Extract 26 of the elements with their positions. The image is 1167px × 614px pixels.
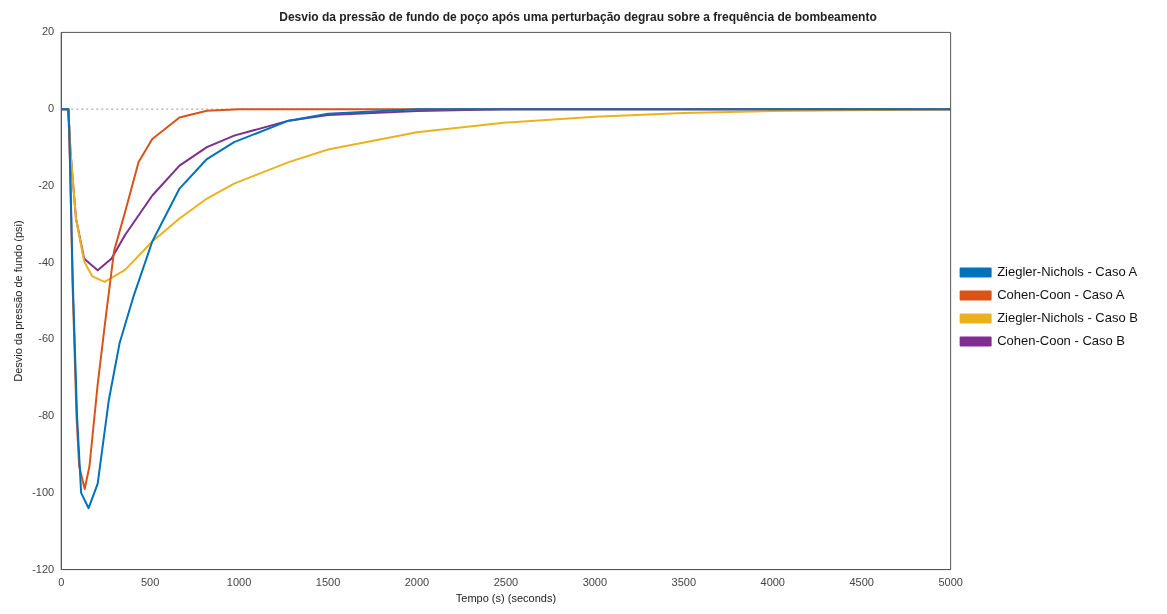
y-tick-label: -40 — [38, 255, 55, 268]
y-tick-label: 0 — [48, 102, 55, 115]
x-tick-label: 500 — [140, 576, 160, 589]
y-tick-label: 20 — [41, 25, 55, 38]
y-tick-label: -80 — [38, 409, 55, 422]
y-tick-label: -20 — [38, 178, 55, 191]
x-tick-label: 1500 — [315, 576, 341, 589]
x-tick-label: 3000 — [582, 576, 608, 589]
legend-label: Ziegler-Nichols - Caso A — [997, 264, 1138, 280]
x-tick-label: 4000 — [760, 576, 785, 589]
y-tick-label: -100 — [32, 485, 55, 498]
y-tick-label: -120 — [32, 562, 55, 575]
y-tick-label: -60 — [38, 332, 55, 345]
x-axis-title: Tempo (s) (seconds) — [455, 592, 557, 605]
x-tick-label: 4500 — [849, 576, 874, 589]
x-tick-label: 2000 — [404, 576, 430, 589]
chart-title: Desvio da pressão de fundo de poço após uma perturbação degrau sobre a frequência de bombeamento — [279, 9, 877, 24]
legend-label: Cohen-Coon - Caso A — [997, 287, 1125, 303]
x-tick-label: 5000 — [938, 576, 963, 589]
legend-label: Cohen-Coon - Caso B — [997, 333, 1126, 349]
x-tick-label: 0 — [58, 576, 65, 589]
x-tick-label: 1000 — [226, 576, 252, 589]
y-axis-title: Desvio da pressão de fundo (psi) — [11, 220, 24, 382]
x-tick-label: 3500 — [671, 576, 697, 589]
legend-label: Ziegler-Nichols - Caso B — [997, 310, 1138, 326]
x-tick-label: 2500 — [493, 576, 519, 589]
